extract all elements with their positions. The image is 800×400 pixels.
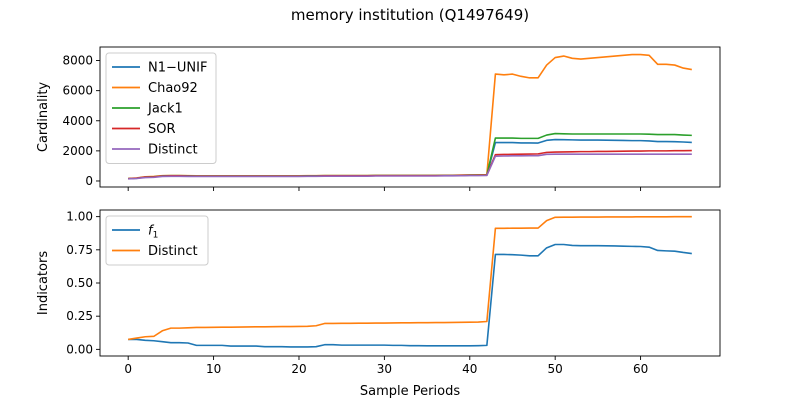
series-line-4 xyxy=(128,153,692,180)
x-tick-label: 40 xyxy=(462,362,477,376)
legend-label: Distinct xyxy=(148,143,198,158)
y-tick-label: 0 xyxy=(85,174,93,188)
x-tick-label: 10 xyxy=(206,362,221,376)
y-tick-label: 1.00 xyxy=(66,210,93,224)
x-tick-label: 20 xyxy=(291,362,306,376)
x-tick-label: 0 xyxy=(124,362,132,376)
y-tick-label: 0.50 xyxy=(66,276,93,290)
legend-label: Chao92 xyxy=(148,81,198,96)
legend-label: SOR xyxy=(148,122,176,137)
y-tick-label: 2000 xyxy=(62,144,93,158)
legend-box xyxy=(105,52,217,164)
y-tick-label: 8000 xyxy=(62,54,93,68)
y-tick-label: 0.00 xyxy=(66,342,93,356)
x-tick-label: 50 xyxy=(548,362,563,376)
legend-label: f1 xyxy=(148,224,158,241)
legend-label: N1−UNIF xyxy=(148,61,207,76)
y-tick-label: 0.25 xyxy=(66,309,93,323)
y-axis-label: Cardinality xyxy=(36,82,51,153)
series-line-0 xyxy=(128,243,692,348)
indicators-panel: 0 10 20 30 40 50 60 0.00 0.25 0.50 0.75 1.00 Indicat… xyxy=(36,209,721,399)
x-tick-label: 30 xyxy=(377,362,392,376)
y-tick-label: 0.75 xyxy=(66,243,93,257)
axes-frame xyxy=(99,46,721,188)
legend-box xyxy=(105,215,209,266)
series-line-1 xyxy=(128,215,692,341)
legend-label: Distinct xyxy=(148,244,198,259)
y-axis-label: Indicators xyxy=(36,251,51,315)
x-axis-label: Sample Periods xyxy=(360,384,460,399)
y-tick-label: 6000 xyxy=(62,84,93,98)
figure-title: memory institution (Q1497649) xyxy=(291,6,529,24)
y-tick-label: 4000 xyxy=(62,114,93,128)
legend-label: Jack1 xyxy=(147,102,183,117)
cardinality-panel: 0 2000 4000 6000 8000 Cardinality N1−UNIF Chao9… xyxy=(36,46,721,191)
x-tick-label: 60 xyxy=(633,362,648,376)
